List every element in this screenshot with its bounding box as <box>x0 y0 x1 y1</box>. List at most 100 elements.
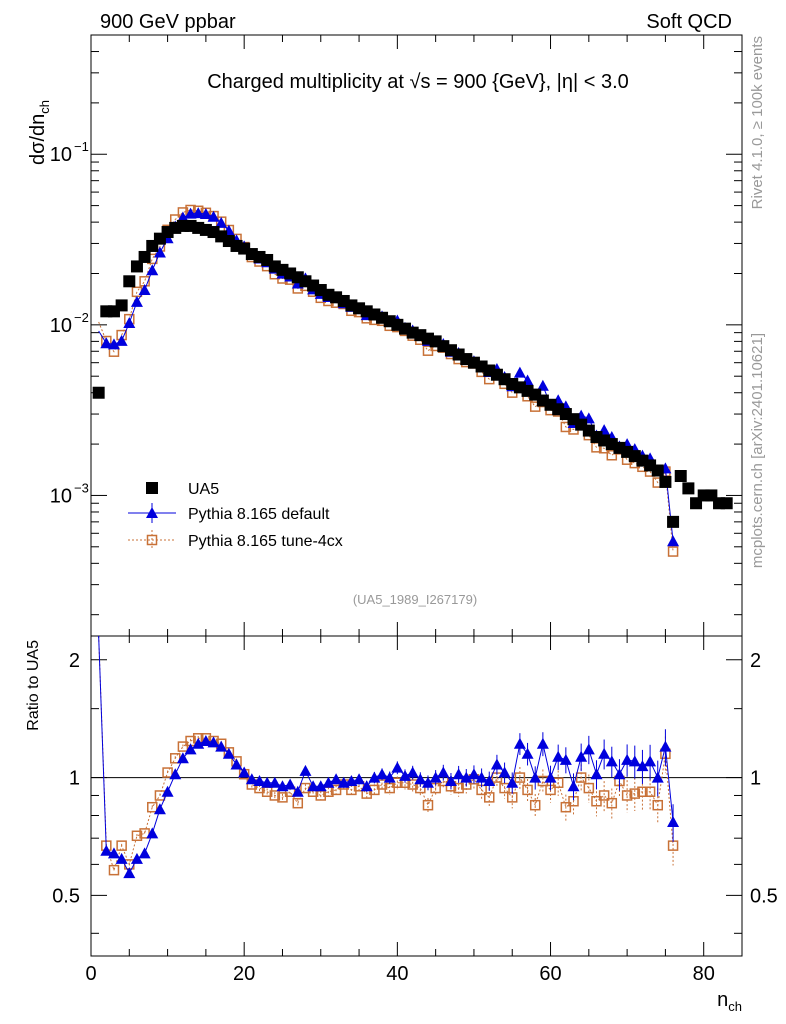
series-default-ratio-point-44 <box>429 771 442 783</box>
series-default-ratio-point-27 <box>299 764 312 776</box>
series-default-point-1 <box>100 337 113 349</box>
series-tune-ratio-point-53 <box>499 782 510 794</box>
series-ua5-point-82 <box>720 497 733 510</box>
series-default-ratio-point-6 <box>138 847 151 859</box>
series-default-ratio-point-74 <box>659 740 672 752</box>
legend-label-0: UA5 <box>188 481 219 498</box>
series-default-ratio-point-70 <box>628 755 641 767</box>
series-tune-ratio-point-60 <box>552 777 564 788</box>
series-default-point-55 <box>513 366 526 378</box>
series-default-ratio-point-21 <box>253 774 266 786</box>
x-tick-label-1: 20 <box>233 963 255 985</box>
series-default-ratio-point-72 <box>644 755 657 767</box>
series-default-ratio-point-20 <box>245 773 258 785</box>
y-axis-label-main: dσ/dn <box>27 114 49 165</box>
series-default-ratio-point-56 <box>521 747 534 759</box>
y-tick-label-2: 10 <box>50 485 72 507</box>
series-default-ratio-point-48 <box>460 771 473 783</box>
series-default-ratio-point-52 <box>490 758 503 770</box>
series-default-ratio-point-13 <box>192 737 205 749</box>
series-tune-ratio-point-3 <box>116 840 127 851</box>
series-default-ratio-point-41 <box>406 766 419 778</box>
series-default-ratio-point-59 <box>544 771 557 783</box>
series-default-ratio-point-14 <box>199 735 212 747</box>
series-default-ratio-point-39 <box>391 761 404 773</box>
series-tune-ratio-point-23 <box>269 790 281 801</box>
series-default-ratio-point-60 <box>552 750 565 762</box>
series-tune-point-75 <box>667 546 679 557</box>
series-default-ratio-point-53 <box>498 766 511 778</box>
series-default-ratio-point-22 <box>261 776 274 788</box>
series-default-ratio-point-30 <box>322 776 335 788</box>
legend-marker-2 <box>146 534 158 546</box>
series-tune-ratio-point-61 <box>560 801 572 813</box>
series-default-ratio-point-57 <box>529 771 542 783</box>
series-tune-ratio-point-57 <box>529 799 541 811</box>
x-tick-label-2: 40 <box>386 963 408 985</box>
series-tune-ratio-point-31 <box>330 784 342 796</box>
series-default-ratio-point-28 <box>307 780 320 792</box>
side-label-rivet: Rivet 4.1.0, ≥ 100k events <box>749 36 766 209</box>
series-default-ratio-point-69 <box>621 753 634 765</box>
series-default-ratio-point-9 <box>161 785 174 797</box>
ratio-tick-label-right-1: 1 <box>750 768 761 790</box>
series-default-ratio-point-8 <box>153 803 166 815</box>
series-default-ratio-point-34 <box>353 773 366 785</box>
series-tune-ratio-point-69 <box>621 790 633 801</box>
series-default-ratio-point-55 <box>513 737 526 749</box>
series-default-ratio-point-67 <box>605 755 618 767</box>
series-default-point-75 <box>667 535 680 547</box>
series-default-point-16 <box>215 216 228 228</box>
series-default-point-4 <box>123 316 136 328</box>
series-tune-ratio-point-11 <box>177 741 189 752</box>
ratio-y-axis-label: Ratio to UA5 <box>25 640 42 731</box>
y-tick-label-1: 10 <box>50 315 72 337</box>
series-tune-ratio-point-66 <box>598 790 610 801</box>
ratio-tick-label-left-1: 1 <box>69 768 80 790</box>
series-default-ratio-point-51 <box>483 774 496 786</box>
side-label-mcplots: mcplots.cern.ch [arXiv:2401.10621] <box>749 333 766 568</box>
series-tune-ratio-point-72 <box>644 786 656 797</box>
y-tick-exp-0: −1 <box>74 139 89 154</box>
series-default-ratio-point-7 <box>146 827 159 839</box>
series-ua5-point-0 <box>92 386 105 399</box>
series-default-ratio-point-65 <box>590 768 603 780</box>
legend-marker-0 <box>146 482 158 494</box>
series-default-ratio-point-17 <box>222 747 235 759</box>
series-default-ratio-point-15 <box>207 736 220 748</box>
series-tune-ratio-point-41 <box>407 779 418 790</box>
series-default-ratio-point-10 <box>169 768 182 780</box>
legend: UA5 Pythia 8.165 default Pythia 8.165 tune… <box>128 481 343 550</box>
series-default-ratio-point-4 <box>123 867 136 879</box>
x-axis-label-sub: ch <box>728 999 742 1014</box>
series-ua5-point-76 <box>674 470 687 483</box>
series-default-ratio-point-37 <box>376 768 389 780</box>
series-default-ratio-point-68 <box>613 768 626 780</box>
series-default-ratio-point-50 <box>475 771 488 783</box>
series-default-ratio-point-61 <box>559 753 572 765</box>
series-tune-point-67 <box>606 450 618 461</box>
series-default-ratio-point-54 <box>506 776 519 788</box>
series-default-ratio-point-71 <box>636 760 649 772</box>
series-tune-ratio-point-26 <box>292 797 304 809</box>
chart-title: Charged multiplicity at √s = 900 {GeV}, … <box>207 71 629 93</box>
series-tune-ratio-point-64 <box>583 782 595 794</box>
series-default-ratio-point-73 <box>651 771 664 783</box>
series-default-ratio-point-63 <box>575 750 588 762</box>
series-default-ratio-point-16 <box>215 740 228 752</box>
series-default-point-58 <box>536 379 549 391</box>
series-default-ratio-point-58 <box>536 737 549 749</box>
series-default-ratio-point-3 <box>115 852 128 864</box>
series-default-ratio-point-12 <box>184 743 197 755</box>
y-tick-label-0: 10 <box>50 144 72 166</box>
y-tick-exp-1: −2 <box>74 310 89 325</box>
ratio-frame <box>90 635 743 957</box>
series-tune-ratio-point-7 <box>147 801 158 813</box>
series-default-ratio-point-40 <box>399 769 412 781</box>
y-tick-exp-2: −3 <box>74 480 89 495</box>
x-axis-label-main: n <box>717 989 728 1011</box>
series-default-ratio-point-62 <box>567 780 580 792</box>
series-ua5-point-3 <box>115 299 128 312</box>
